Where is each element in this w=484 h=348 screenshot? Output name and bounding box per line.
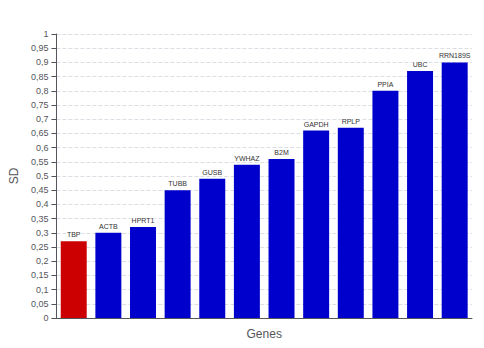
svg-text:1: 1 [43,29,48,39]
svg-text:0,85: 0,85 [31,72,49,82]
svg-text:0,05: 0,05 [31,299,49,309]
svg-text:0,3: 0,3 [36,228,49,238]
svg-text:0,2: 0,2 [36,256,49,266]
svg-text:0,6: 0,6 [36,143,49,153]
svg-text:SD: SD [7,167,21,184]
svg-text:0,65: 0,65 [31,128,49,138]
svg-text:GAPDH: GAPDH [304,121,329,128]
svg-text:0,4: 0,4 [36,199,49,209]
svg-text:0,35: 0,35 [31,214,49,224]
svg-text:0,5: 0,5 [36,171,49,181]
svg-text:Genes: Genes [247,327,282,341]
svg-text:HPRT1: HPRT1 [132,217,155,224]
svg-text:YWHAZ: YWHAZ [234,155,260,162]
svg-text:TBP: TBP [67,231,81,238]
svg-text:0,1: 0,1 [36,285,49,295]
svg-text:TUBB: TUBB [168,180,187,187]
svg-text:0,55: 0,55 [31,157,49,167]
svg-text:RRN189S: RRN189S [439,52,471,59]
svg-text:B2M: B2M [274,149,289,156]
svg-text:0,45: 0,45 [31,185,49,195]
svg-text:0,95: 0,95 [31,43,49,53]
svg-text:0,8: 0,8 [36,86,49,96]
svg-text:0,15: 0,15 [31,270,49,280]
svg-text:PPIA: PPIA [377,81,393,88]
svg-text:0,75: 0,75 [31,100,49,110]
svg-text:ACTB: ACTB [99,223,118,230]
svg-text:UBC: UBC [413,61,428,68]
svg-text:GUSB: GUSB [202,169,222,176]
svg-text:RPLP: RPLP [342,118,361,125]
svg-text:0,25: 0,25 [31,242,49,252]
svg-text:0,9: 0,9 [36,57,49,67]
svg-text:0,7: 0,7 [36,114,49,124]
svg-text:0: 0 [43,313,48,323]
